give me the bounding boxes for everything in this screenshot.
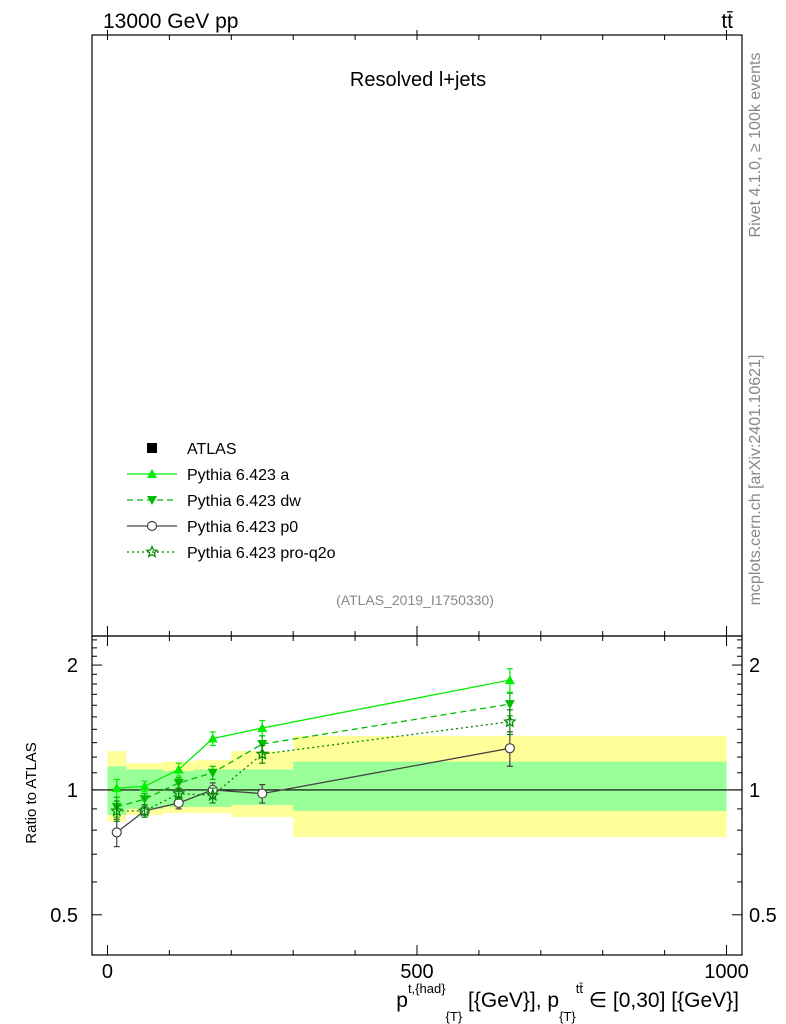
legend-marker-0 — [147, 443, 157, 453]
legend-entry-4: Pythia 6.423 pro-q2o — [127, 544, 336, 562]
data-point-3-5 — [503, 714, 517, 728]
data-point-0-0 — [111, 783, 122, 793]
series-3 — [110, 709, 517, 822]
data-point-2-4 — [257, 788, 268, 799]
x-axis-label: pt,{had}{T} [{GeV}], p{T}tt̄ ∈ [0,30] [{… — [396, 981, 739, 1024]
data-point-0-4 — [257, 723, 268, 733]
data-point-1-2 — [173, 778, 184, 788]
legend-entry-1: Pythia 6.423 a — [127, 467, 289, 484]
y-tick-label-right-1: 1 — [749, 780, 760, 802]
legend-label-1: Pythia 6.423 a — [187, 467, 289, 484]
mcplots-label: mcplots.cern.ch [arXiv:2401.10621] — [747, 355, 764, 606]
uncertainty-bands — [92, 735, 742, 838]
legend-label-4: Pythia 6.423 pro-q2o — [187, 545, 336, 562]
header-right: tt̄ — [721, 10, 733, 33]
series-0 — [111, 668, 515, 798]
y-tick-label-left-1: 1 — [67, 780, 78, 802]
data-point-0-2 — [173, 764, 184, 774]
legend-label-3: Pythia 6.423 p0 — [187, 519, 298, 536]
data-point-1-5 — [504, 700, 515, 710]
data-point-1-3 — [207, 768, 218, 778]
data-point-2-5 — [504, 743, 515, 754]
legend-label-0: ATLAS — [187, 441, 237, 458]
series-line-3 — [116, 721, 510, 812]
panel-title: Resolved l+jets — [350, 69, 486, 91]
data-point-0-5 — [504, 675, 515, 685]
legend-label-2: Pythia 6.423 dw — [187, 493, 301, 510]
legend-entry-2: Pythia 6.423 dw — [127, 493, 301, 510]
data-point-0-3 — [207, 733, 218, 743]
legend-marker-1 — [147, 469, 157, 478]
header-left: 13000 GeV pp — [103, 10, 238, 33]
legend-entry-0: ATLAS — [147, 441, 237, 458]
y-tick-label-right-0: 0.5 — [749, 905, 777, 927]
data-point-1-1 — [139, 795, 150, 805]
data-point-1-4 — [257, 740, 268, 750]
data-point-3-3 — [205, 788, 220, 802]
data-point-3-1 — [137, 803, 152, 817]
y-tick-label-left-0: 0.5 — [50, 905, 78, 927]
legend-marker-4 — [145, 544, 159, 558]
data-point-3-2 — [171, 786, 186, 800]
legend: ATLAS Pythia 6.423 a Pythia 6.423 dw Pythia… — [127, 441, 336, 562]
stat-band-5 — [293, 761, 727, 811]
x-tick-label-0: 0 — [102, 961, 113, 983]
mc-series — [110, 668, 517, 848]
y-tick-label-right-2: 2 — [749, 655, 760, 677]
legend-marker-3 — [146, 520, 158, 532]
x-tick-label-1: 500 — [400, 961, 433, 983]
ratio-axes: 0 500 1000 0.5 0.5 1 1 2 2 — [50, 30, 777, 983]
analysis-id: (ATLAS_2019_I1750330) — [336, 592, 494, 608]
series-line-2 — [116, 747, 511, 833]
y-axis-label: Ratio to ATLAS — [23, 742, 40, 843]
ratio-panel: 0 500 1000 0.5 0.5 1 1 2 2 — [50, 30, 777, 983]
y-tick-label-left-2: 2 — [67, 655, 78, 677]
series-line-1 — [116, 703, 511, 808]
data-point-2-2 — [173, 797, 184, 809]
data-point-2-0 — [111, 827, 122, 838]
legend-marker-2 — [147, 496, 157, 505]
data-point-0-1 — [139, 781, 150, 791]
data-point-3-0 — [110, 803, 124, 817]
legend-entry-3: Pythia 6.423 p0 — [127, 519, 298, 536]
data-point-3-4 — [255, 747, 269, 760]
x-tick-label-2: 1000 — [704, 961, 749, 983]
rivet-label: Rivet 4.1.0, ≥ 100k events — [747, 53, 764, 238]
series-line-0 — [116, 679, 511, 789]
